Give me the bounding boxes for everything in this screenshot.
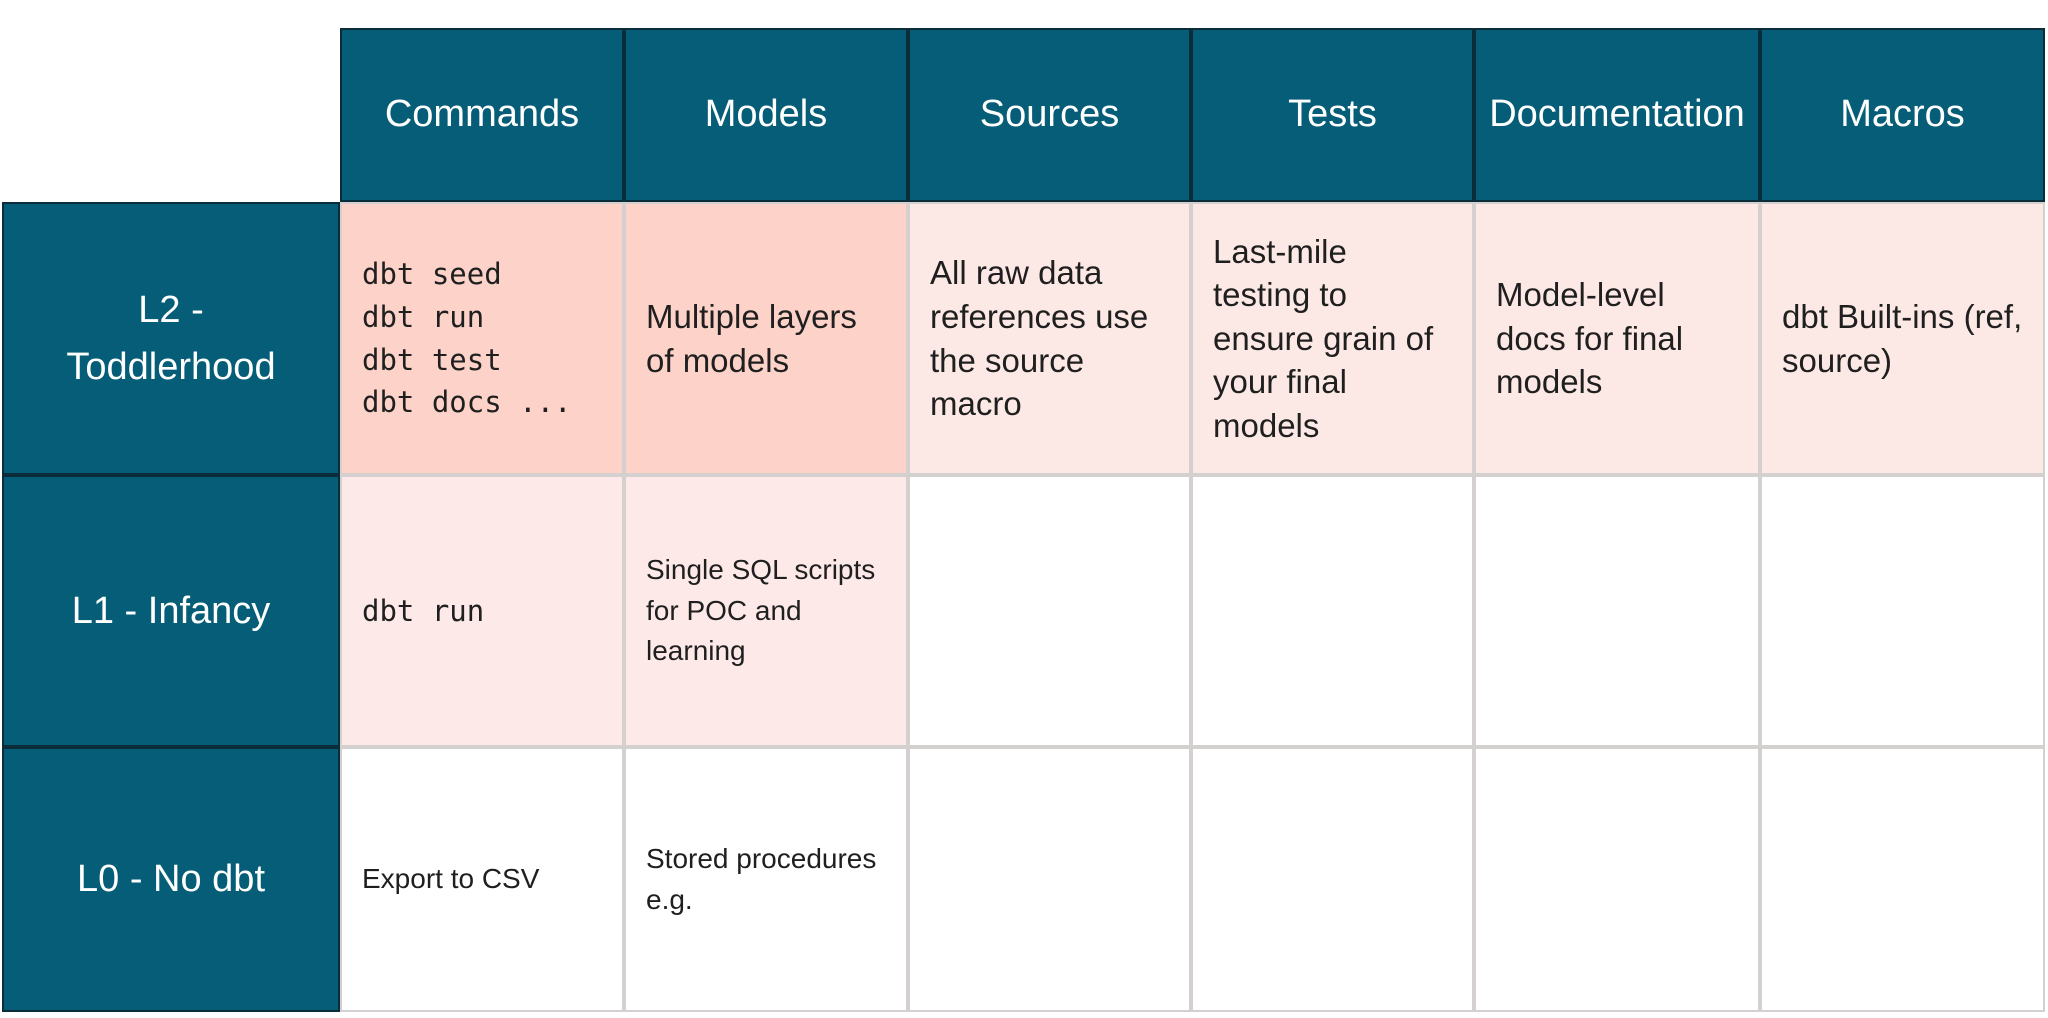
cell-l1-tests bbox=[1191, 475, 1474, 747]
column-header-documentation: Documentation bbox=[1474, 28, 1760, 202]
cell-l0-macros bbox=[1760, 747, 2045, 1012]
column-header-label: Tests bbox=[1288, 93, 1377, 136]
cell-text: Single SQL scripts for POC and learning bbox=[646, 554, 876, 667]
maturity-table: Commands Models Sources Tests Documentat… bbox=[2, 28, 2045, 1012]
code-line: dbt run bbox=[362, 593, 485, 628]
cell-l1-macros bbox=[1760, 475, 2045, 747]
cell-text: Model-level docs for final models bbox=[1496, 276, 1684, 401]
cell-l1-sources bbox=[908, 475, 1191, 747]
code-line: dbt run bbox=[362, 299, 485, 334]
column-header-macros: Macros bbox=[1760, 28, 2045, 202]
column-header-sources: Sources bbox=[908, 28, 1191, 202]
row-header-label-line: L2 - bbox=[138, 288, 204, 331]
row-header-label-line: L0 - No dbt bbox=[77, 858, 265, 900]
cell-text: Multiple layers of models bbox=[646, 297, 857, 379]
row-header-l0-no-dbt: L0 - No dbt bbox=[2, 747, 340, 1012]
cell-l1-models: Single SQL scripts for POC and learning bbox=[624, 475, 908, 747]
column-header-commands: Commands bbox=[340, 28, 624, 202]
column-header-label: Commands bbox=[384, 93, 580, 136]
cell-l2-tests: Last-mile testing to ensure grain of you… bbox=[1191, 202, 1474, 475]
cell-l2-models: Multiple layers of models bbox=[624, 202, 908, 475]
code-line: dbt docs ... bbox=[362, 385, 572, 420]
row-header-l1-infancy: L1 - Infancy bbox=[2, 475, 340, 747]
column-header-label: Sources bbox=[979, 93, 1120, 136]
row-header-label-line: L1 - Infancy bbox=[71, 589, 271, 632]
cell-l0-commands: Export to CSV bbox=[340, 747, 624, 1012]
column-header-tests: Tests bbox=[1191, 28, 1474, 202]
cell-l0-models: Stored procedures e.g. bbox=[624, 747, 908, 1012]
cell-l2-sources: All raw data references use the source m… bbox=[908, 202, 1191, 475]
cell-text: Stored procedures e.g. bbox=[646, 842, 877, 915]
cell-l2-commands: dbt seed dbt run dbt test dbt docs ... bbox=[340, 202, 624, 475]
cell-l0-documentation bbox=[1474, 747, 1760, 1012]
column-header-label: Macros bbox=[1840, 93, 1965, 136]
code-line: dbt test bbox=[362, 342, 502, 377]
cell-text: Last-mile testing to ensure grain of you… bbox=[1213, 232, 1434, 444]
cell-l0-tests bbox=[1191, 747, 1474, 1012]
cell-l2-documentation: Model-level docs for final models bbox=[1474, 202, 1760, 475]
cell-l1-commands: dbt run bbox=[340, 475, 624, 747]
column-header-models: Models bbox=[624, 28, 908, 202]
column-header-label: Models bbox=[704, 93, 828, 136]
cell-l2-macros: dbt Built-ins (ref, source) bbox=[1760, 202, 2045, 475]
cell-l1-documentation bbox=[1474, 475, 1760, 747]
code-line: dbt seed bbox=[362, 256, 502, 291]
cell-l0-sources bbox=[908, 747, 1191, 1012]
cell-text: All raw data references use the source m… bbox=[930, 254, 1149, 423]
corner-cell bbox=[2, 28, 340, 202]
cell-text: dbt Built-ins (ref, source) bbox=[1782, 297, 2023, 379]
cell-text: Export to CSV bbox=[362, 863, 540, 895]
row-header-label-line: Toddlerhood bbox=[66, 345, 276, 388]
row-header-l2-toddlerhood: L2 - Toddlerhood bbox=[2, 202, 340, 475]
column-header-label: Documentation bbox=[1489, 93, 1745, 136]
